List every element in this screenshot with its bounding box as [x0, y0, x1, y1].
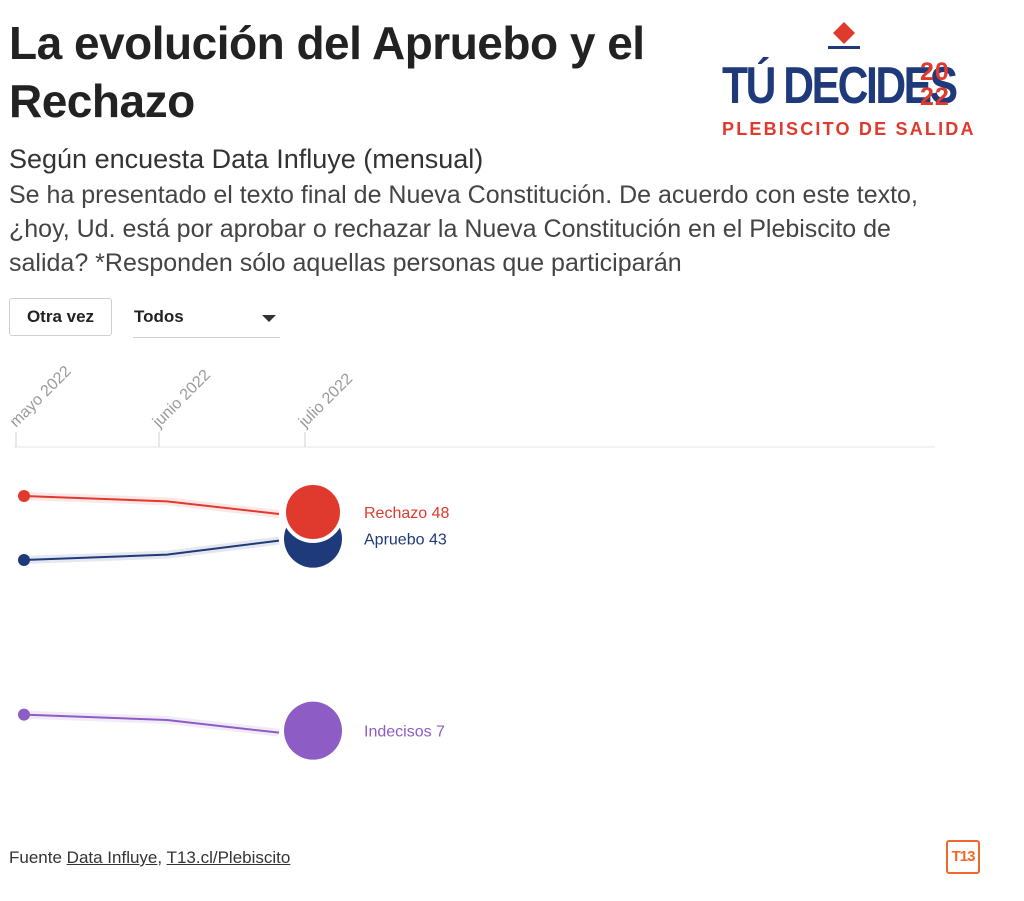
series-start-point: [18, 708, 30, 721]
series-line: [23, 495, 280, 515]
series-start-point: [18, 490, 30, 502]
series-line-halo: [23, 492, 280, 518]
series-end-label: Apruebo 43: [364, 532, 447, 549]
series-line-halo: [23, 710, 280, 737]
chart-subtitle: Según encuesta Data Influye (mensual): [9, 144, 484, 174]
source-link-t13[interactable]: T13.cl/Plebiscito: [166, 848, 291, 867]
logo-wordmark: TÚ DECIDES: [722, 57, 958, 115]
series-line: [23, 539, 280, 561]
source-prefix: Fuente: [9, 848, 62, 867]
series-end-label: Rechazo 48: [364, 505, 449, 522]
logo-year-top: 20: [920, 58, 950, 86]
logo-year: 20 22: [920, 60, 966, 110]
chevron-down-icon: [262, 315, 276, 322]
line-chart: mayo 2022 junio 2022 julio 2022 Apruebo 43 R…: [7, 363, 935, 760]
survey-question: Se ha presentado el texto final de Nueva…: [9, 181, 918, 277]
series-end-bubble: [284, 701, 342, 760]
source-separator: ,: [157, 848, 163, 867]
chart-title: La evolución del Apruebo y el Rechazo: [9, 17, 645, 127]
series-end-label: Indecisos 7: [364, 724, 445, 741]
series-end-bubble: [282, 481, 344, 543]
tu-decides-logo: TÚ DECIDES 20 22 PLEBISCITO DE SALIDA: [720, 20, 974, 142]
logo-year-bottom: 22: [920, 83, 950, 111]
t13-logo: T13: [946, 840, 980, 874]
x-tick-label: julio 2022: [295, 370, 356, 431]
series-line: [23, 713, 280, 734]
source-link-data-influye[interactable]: Data Influye: [66, 848, 158, 867]
series-line-halo: [23, 536, 280, 564]
ballot-box-icon: [828, 22, 860, 49]
replay-button[interactable]: Otra vez: [9, 298, 112, 336]
source-line: Fuente Data Influye, T13.cl/Plebiscito: [9, 848, 290, 868]
filter-dropdown-value: Todos: [134, 307, 184, 326]
logo-subtitle: PLEBISCITO DE SALIDA: [722, 119, 976, 139]
x-tick-label: junio 2022: [149, 367, 214, 432]
filter-dropdown[interactable]: Todos: [133, 298, 280, 338]
x-tick-label: mayo 2022: [7, 363, 75, 431]
series-start-point: [18, 554, 30, 566]
